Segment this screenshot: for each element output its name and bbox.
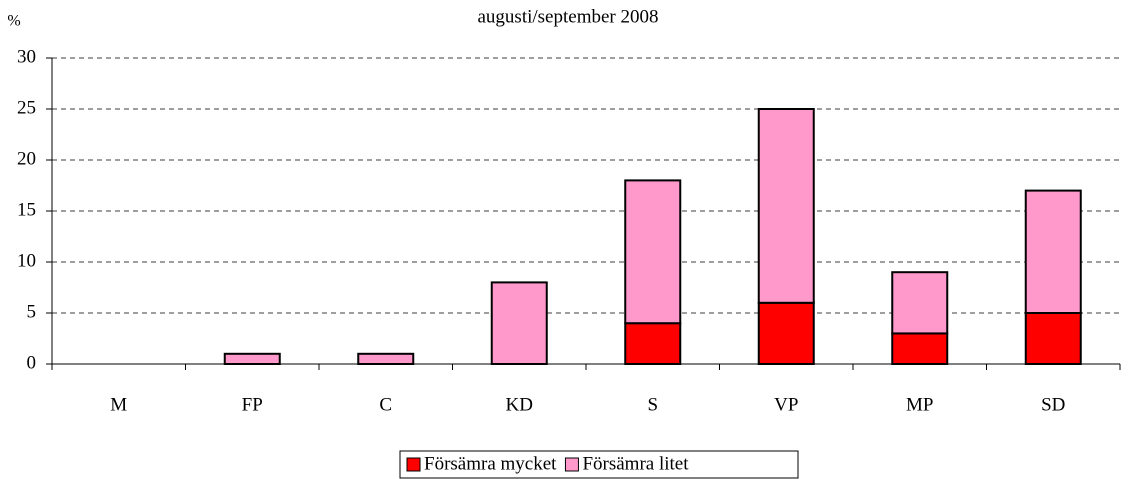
bar-segment [624,322,682,366]
y-axis-label: % [7,13,20,30]
bar-segment [223,352,281,365]
x-tick-label: MP [906,394,933,415]
bar-segment [757,301,815,365]
bar-segment [891,332,949,365]
y-tick-label: 5 [27,301,37,322]
x-tick-label: C [379,394,392,415]
bar-segment [757,108,815,304]
x-tick-label: M [110,394,127,415]
y-tick-label: 20 [17,148,36,169]
chart-title: augusti/september 2008 [478,6,659,27]
bar-segment [624,179,682,325]
y-tick-label: 10 [17,250,36,271]
x-tick-label: SD [1041,394,1065,415]
bar-segment [1024,312,1082,365]
legend-swatch [406,457,421,472]
x-tick-label: FP [242,394,263,415]
legend-label: Försämra litet [582,453,689,474]
bar-segment [891,271,949,335]
legend-swatch [564,457,579,472]
y-tick-label: 15 [17,199,36,220]
x-tick-label: S [647,394,658,415]
bar-segment [490,281,548,365]
x-tick-label: VP [774,394,798,415]
legend-label: Försämra mycket [424,453,557,474]
x-tick-label: KD [506,394,533,415]
y-tick-label: 0 [27,352,37,373]
y-tick-label: 25 [17,97,36,118]
bar-segment [1024,189,1082,315]
legend-box [399,450,799,479]
bar-segment [357,352,415,365]
y-tick-label: 30 [17,46,36,67]
